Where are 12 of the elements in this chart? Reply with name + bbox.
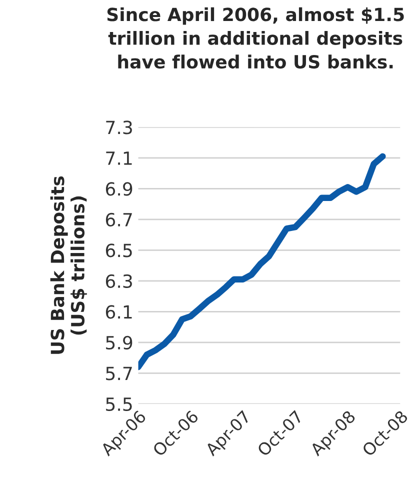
- y-tick-label: 6.9: [106, 182, 132, 196]
- y-tick-label: 7.1: [106, 152, 132, 165]
- y-tick-label: 6.5: [106, 244, 132, 258]
- chart-title: Since April 2006, almost $1.5 trillion in additional deposits have flowed into US banks.: [107, 7, 404, 69]
- y-tick-label: 5.5: [106, 398, 132, 412]
- y-axis-title: US Bank Deposits (US$ trillions): [50, 176, 87, 354]
- y-tick-label: 6.3: [106, 274, 132, 288]
- y-tick-label: 6.7: [106, 212, 132, 227]
- y-tick-label: 6.1: [106, 305, 132, 319]
- y-tick-label: 5.9: [106, 336, 132, 350]
- y-tick-label: 7.3: [106, 120, 132, 134]
- y-tick-label: 5.7: [106, 366, 132, 380]
